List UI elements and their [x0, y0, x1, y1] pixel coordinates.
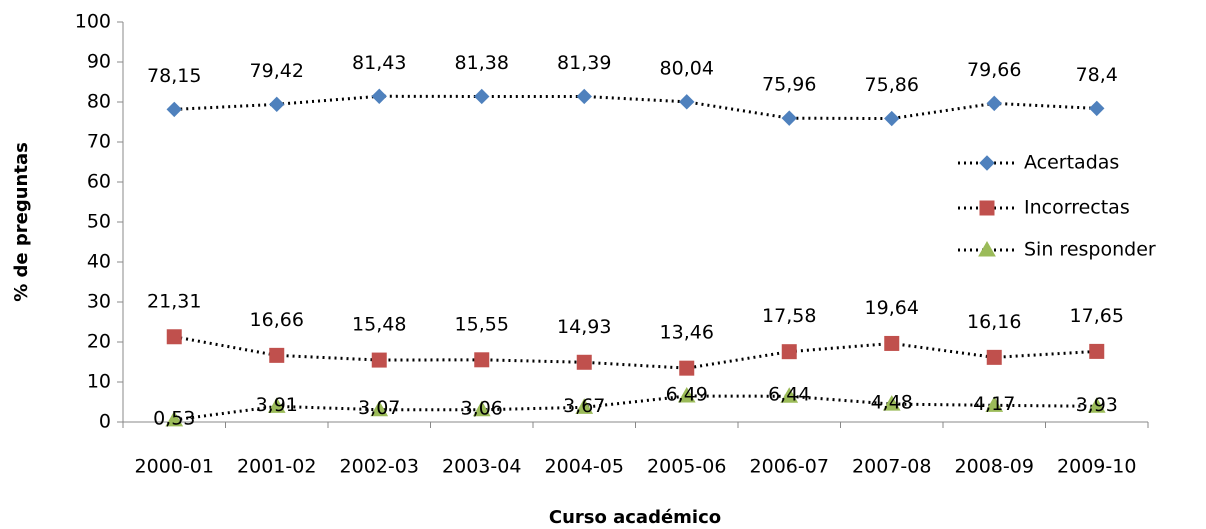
- x-tick-label: 2000-01: [135, 456, 214, 478]
- legend-marker: [979, 200, 995, 216]
- x-tick-label: 2008-09: [955, 456, 1034, 478]
- data-point: [884, 110, 900, 127]
- legend-marker: [979, 155, 995, 171]
- x-tick-label: 2006-07: [750, 456, 829, 478]
- data-point: [269, 96, 285, 113]
- x-tick-label: 2009-10: [1057, 456, 1136, 478]
- y-tick-label: 20: [87, 331, 111, 353]
- data-label: 78,4: [1076, 64, 1118, 86]
- data-point: [269, 347, 285, 363]
- data-point: [474, 88, 490, 105]
- series-line: [173, 335, 1097, 370]
- data-point: [1087, 397, 1106, 413]
- data-label: 78,15: [147, 65, 201, 87]
- data-label: 3,07: [358, 397, 400, 419]
- data-label: 15,48: [352, 314, 406, 336]
- data-label: 3,67: [563, 395, 605, 417]
- x-tick-label: 2001-02: [237, 456, 316, 478]
- data-point: [884, 335, 900, 351]
- data-label: 6,44: [768, 384, 810, 406]
- data-point: [575, 398, 594, 414]
- data-point: [371, 352, 387, 368]
- x-tick-label: 2004-05: [545, 456, 624, 478]
- data-point: [166, 101, 182, 118]
- x-tick-label: 2002-03: [340, 456, 419, 478]
- data-point: [679, 360, 695, 376]
- data-label: 79,66: [967, 59, 1021, 81]
- data-point: [370, 400, 389, 417]
- data-label: 4,17: [973, 393, 1015, 415]
- data-point: [781, 344, 797, 360]
- y-tick-label: 100: [75, 11, 111, 33]
- legend-label: Incorrectas: [1024, 197, 1130, 219]
- series-line: [174, 394, 1097, 422]
- legend-label: Acertadas: [1024, 152, 1119, 174]
- data-label: 21,31: [147, 290, 201, 312]
- data-label: 14,93: [557, 316, 611, 338]
- y-axis-title: % de preguntas: [11, 142, 32, 302]
- data-point: [576, 88, 592, 105]
- data-label: 6,49: [666, 384, 708, 406]
- data-label: 75,96: [762, 74, 816, 96]
- data-point: [985, 396, 1004, 412]
- data-point: [677, 387, 696, 403]
- data-point: [371, 88, 387, 104]
- data-label: 15,55: [455, 313, 509, 335]
- data-label: 19,64: [865, 297, 919, 319]
- data-point: [1089, 100, 1105, 117]
- data-label: 16,16: [967, 311, 1021, 333]
- data-label: 0,53: [153, 407, 195, 429]
- x-tick-label: 2005-06: [647, 456, 726, 478]
- data-point: [166, 329, 182, 345]
- series-line: [174, 94, 1097, 121]
- data-label: 79,42: [250, 60, 304, 82]
- data-label: 81,43: [352, 52, 406, 74]
- y-tick-label: 10: [87, 371, 111, 393]
- data-point: [780, 387, 799, 403]
- legend-label: Sin responder: [1024, 239, 1156, 261]
- data-point: [882, 395, 901, 411]
- data-label: 3,06: [461, 397, 503, 419]
- x-axis-title: Curso académico: [549, 507, 721, 528]
- data-label: 80,04: [660, 57, 714, 79]
- x-tick-label: 2003-04: [442, 456, 521, 478]
- data-point: [679, 94, 695, 110]
- data-point: [267, 397, 286, 413]
- y-tick-label: 40: [87, 251, 111, 273]
- data-point: [986, 95, 1002, 112]
- data-point: [472, 400, 491, 417]
- y-tick-label: 30: [87, 291, 111, 313]
- data-label: 13,46: [660, 322, 714, 344]
- x-tick-label: 2007-08: [852, 456, 931, 478]
- data-label: 81,38: [455, 52, 509, 74]
- legend-marker: [978, 240, 996, 257]
- data-point: [781, 110, 797, 126]
- data-label: 3,93: [1076, 394, 1118, 416]
- y-tick-label: 60: [87, 171, 111, 193]
- data-label: 17,65: [1070, 305, 1124, 327]
- data-point: [576, 354, 592, 370]
- data-label: 75,86: [865, 74, 919, 96]
- data-label: 4,48: [871, 392, 913, 414]
- data-label: 3,91: [256, 394, 298, 416]
- y-tick-label: 90: [87, 51, 111, 73]
- data-point: [986, 349, 1002, 365]
- data-point: [1089, 343, 1105, 359]
- data-point: [474, 352, 490, 368]
- y-tick-label: 80: [87, 91, 111, 113]
- y-tick-label: 50: [87, 211, 111, 233]
- y-tick-label: 70: [87, 131, 111, 153]
- data-label: 16,66: [250, 309, 304, 331]
- y-tick-label: 0: [99, 411, 111, 433]
- data-label: 17,58: [762, 305, 816, 327]
- data-point: [165, 410, 184, 427]
- data-label: 81,39: [557, 52, 611, 74]
